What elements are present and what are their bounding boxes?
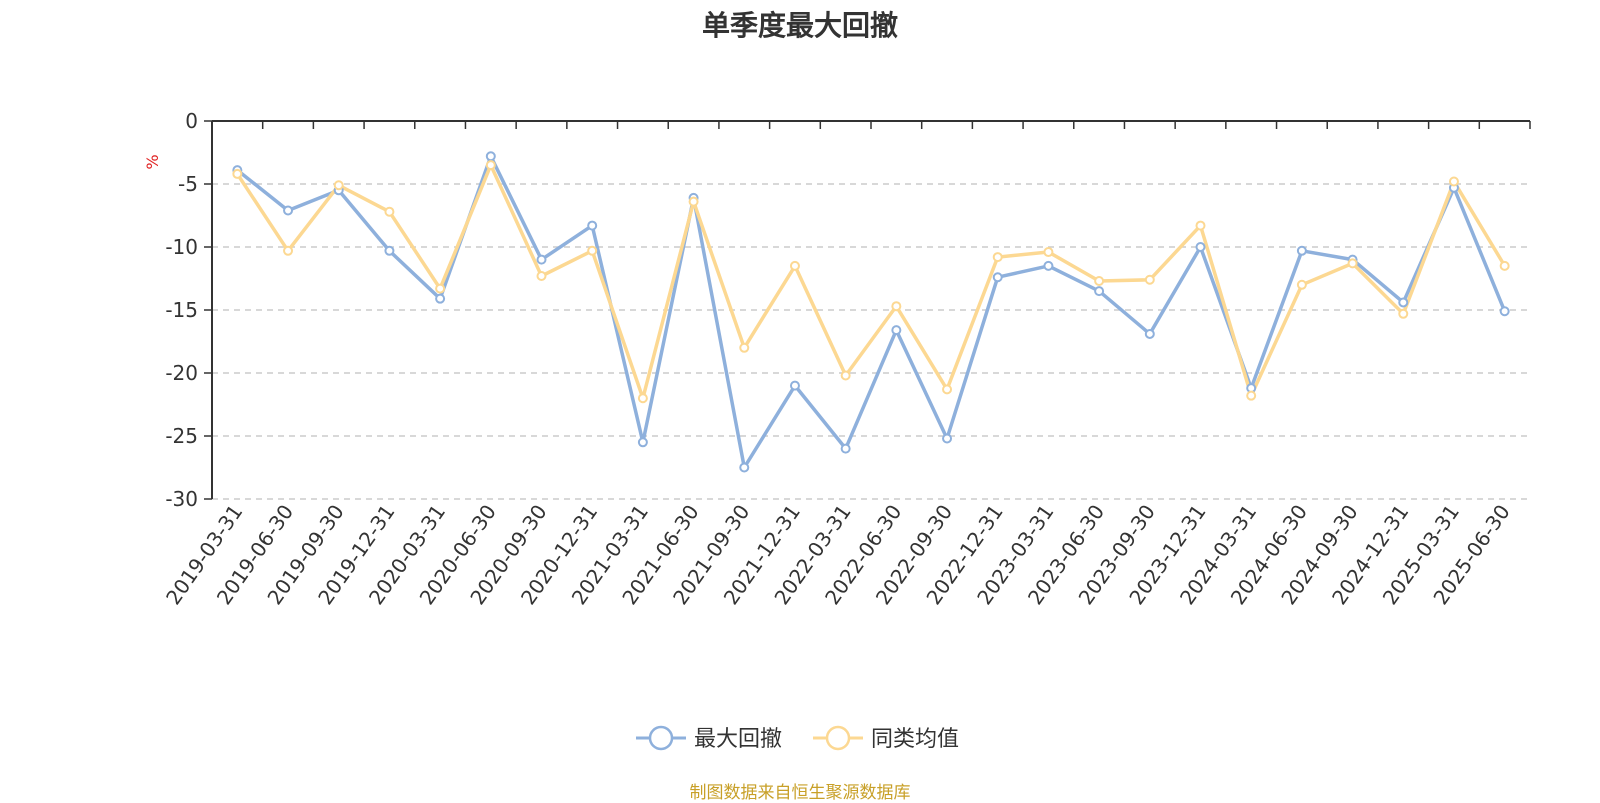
data-point[interactable] xyxy=(1094,286,1105,297)
data-point[interactable] xyxy=(637,393,648,404)
data-point[interactable] xyxy=(485,160,496,171)
data-point[interactable] xyxy=(333,180,344,191)
data-point[interactable] xyxy=(1195,242,1206,252)
legend-item-1[interactable]: 同类均值 xyxy=(813,725,959,752)
data-point[interactable] xyxy=(1398,297,1409,308)
series-line-1 xyxy=(235,163,1507,400)
data-point[interactable] xyxy=(485,151,496,162)
data-point[interactable] xyxy=(942,433,953,444)
data-point[interactable] xyxy=(1246,390,1257,401)
data-point[interactable] xyxy=(891,325,902,336)
data-point[interactable] xyxy=(1347,258,1358,269)
legend-marker xyxy=(825,725,851,751)
y-tick-label: -10 xyxy=(165,235,198,259)
data-point[interactable] xyxy=(283,245,294,256)
y-tick-label: -5 xyxy=(178,172,198,196)
data-point[interactable] xyxy=(587,245,598,256)
data-point[interactable] xyxy=(1144,328,1155,339)
legend-label: 同类均值 xyxy=(871,727,959,752)
y-tick-label: -30 xyxy=(165,487,198,511)
axes xyxy=(204,120,1531,500)
data-point[interactable] xyxy=(587,220,598,231)
legend-marker xyxy=(648,725,674,751)
y-tick-label: -25 xyxy=(165,424,198,448)
data-point[interactable] xyxy=(1296,245,1307,256)
data-point[interactable] xyxy=(435,283,446,294)
y-axis-unit-label: % xyxy=(143,154,162,169)
y-tick-labels: 0 -5 -10 -15 -20 -25 -30 xyxy=(165,109,198,511)
legend-item-0[interactable]: 最大回撤 xyxy=(636,725,782,752)
data-point[interactable] xyxy=(739,342,750,353)
data-point[interactable] xyxy=(992,252,1003,263)
x-tick-labels: 2019-03-312019-06-302019-09-302019-12-31… xyxy=(161,500,1515,609)
data-point[interactable] xyxy=(1448,176,1459,187)
series-line-0 xyxy=(236,154,1507,470)
series-lines xyxy=(232,151,1510,473)
data-point[interactable] xyxy=(789,380,800,391)
data-point[interactable] xyxy=(992,272,1003,283)
data-point[interactable] xyxy=(384,206,395,217)
data-point[interactable] xyxy=(1144,274,1155,285)
data-point[interactable] xyxy=(1195,220,1206,231)
data-point[interactable] xyxy=(1499,260,1510,271)
data-point[interactable] xyxy=(840,443,851,454)
data-point[interactable] xyxy=(1398,308,1409,319)
data-point[interactable] xyxy=(891,301,902,312)
data-point[interactable] xyxy=(1043,260,1054,271)
data-point[interactable] xyxy=(1043,247,1054,258)
data-point[interactable] xyxy=(637,437,648,448)
y-tick-label: -15 xyxy=(165,298,198,322)
data-point[interactable] xyxy=(1094,276,1105,287)
y-tick-label: 0 xyxy=(185,109,198,133)
chart-title: 单季度最大回撤 xyxy=(701,9,898,42)
data-point[interactable] xyxy=(739,462,750,473)
data-point[interactable] xyxy=(536,270,547,281)
source-note: 制图数据来自恒生聚源数据库 xyxy=(689,783,911,803)
legend[interactable]: 最大回撤 同类均值 xyxy=(636,725,959,752)
data-point[interactable] xyxy=(688,196,699,207)
data-point[interactable] xyxy=(942,384,953,395)
data-point[interactable] xyxy=(384,245,395,256)
data-point[interactable] xyxy=(1499,306,1510,317)
data-point[interactable] xyxy=(435,293,446,304)
y-tick-label: -20 xyxy=(165,361,198,385)
data-point[interactable] xyxy=(536,254,547,265)
legend-label: 最大回撤 xyxy=(694,727,782,752)
data-point[interactable] xyxy=(840,370,851,381)
data-point[interactable] xyxy=(789,260,800,271)
data-point[interactable] xyxy=(1296,279,1307,290)
data-point[interactable] xyxy=(232,168,243,179)
data-point[interactable] xyxy=(283,205,294,216)
